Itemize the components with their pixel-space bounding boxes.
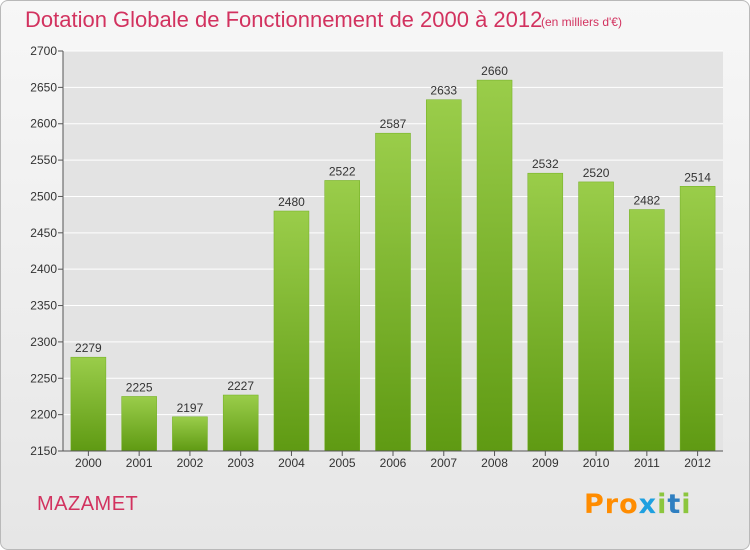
y-tick-label: 2500: [30, 189, 57, 203]
bar-value-label: 2587: [380, 117, 407, 131]
bar-2000: [70, 356, 107, 452]
bar-value-label: 2197: [177, 401, 204, 415]
x-tick-label: 2001: [126, 456, 153, 470]
bar-2009: [527, 172, 564, 452]
x-tick-label: 2002: [177, 456, 204, 470]
x-tick-label: 2008: [481, 456, 508, 470]
x-tick-label: 2003: [227, 456, 254, 470]
chart-title: Dotation Globale de Fonctionnement de 20…: [25, 7, 543, 32]
bar-value-label: 2225: [126, 380, 153, 394]
y-tick-label: 2550: [30, 153, 57, 167]
bar-2006: [375, 132, 411, 452]
bar-value-label: 2482: [633, 194, 660, 208]
x-tick-label: 2011: [634, 456, 660, 470]
x-tick-label: 2010: [583, 456, 610, 470]
city-name: MAZAMET: [37, 493, 139, 515]
bar-2012: [679, 186, 716, 452]
y-tick-label: 2200: [30, 408, 57, 422]
y-tick-label: 2300: [30, 335, 57, 349]
bar-2007: [426, 99, 462, 452]
proxiti-logo: Proxiti: [584, 489, 692, 520]
y-tick-label: 2700: [30, 44, 57, 58]
x-tick-label: 2005: [329, 456, 356, 470]
bar-2001: [121, 396, 157, 452]
bar-value-label: 2660: [481, 64, 508, 78]
bar-value-label: 2522: [329, 164, 356, 178]
bar-2011: [629, 209, 665, 452]
x-tick-label: 2007: [430, 456, 457, 470]
bar-2004: [273, 210, 310, 452]
bar-2005: [324, 180, 360, 452]
axes: 2150 2200 2250 2300 2350 2400 2450 2500 2550 2600…: [30, 44, 723, 470]
bars: 2279 2225 2197 2227 2480 2522 2587 2633 2660 2532…: [70, 64, 716, 452]
y-tick-label: 2650: [30, 80, 57, 94]
x-tick-label: 2009: [532, 456, 559, 470]
bar-2002: [172, 416, 208, 452]
bar-2010: [578, 181, 614, 452]
bar-value-label: 2227: [227, 379, 254, 393]
x-tick-label: 2000: [75, 456, 102, 470]
bar-2003: [222, 394, 259, 452]
bar-value-label: 2514: [684, 170, 711, 184]
bar-value-label: 2520: [583, 166, 610, 180]
y-tick-label: 2250: [30, 371, 57, 385]
y-tick-label: 2600: [30, 117, 57, 131]
bar-value-label: 2480: [278, 195, 305, 209]
y-tick-label: 2150: [30, 444, 57, 458]
chart-subtitle: (en milliers d'€): [541, 15, 622, 29]
bar-value-label: 2279: [75, 341, 102, 355]
bar-value-label: 2532: [532, 157, 559, 171]
x-tick-label: 2004: [278, 456, 305, 470]
y-tick-label: 2450: [30, 226, 57, 240]
y-tick-label: 2400: [30, 262, 57, 276]
x-tick-label: 2012: [684, 456, 711, 470]
x-tick-label: 2006: [380, 456, 407, 470]
bar-2008: [476, 79, 513, 452]
y-tick-label: 2350: [30, 299, 57, 313]
bar-value-label: 2633: [430, 84, 457, 98]
